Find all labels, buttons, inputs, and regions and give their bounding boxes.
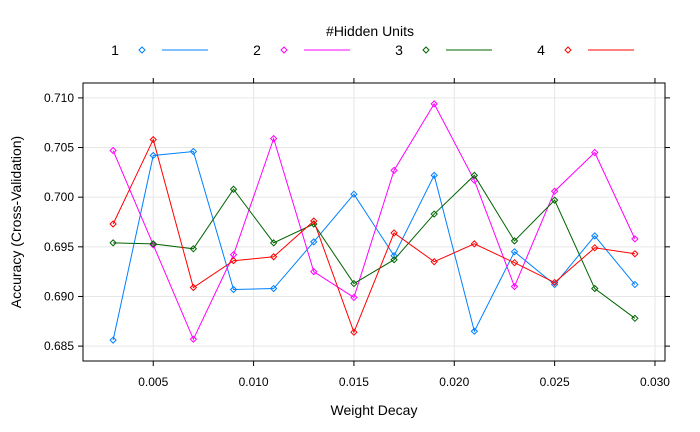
data-point	[269, 239, 278, 247]
data-point	[430, 258, 438, 266]
series-1	[109, 147, 639, 344]
data-point	[591, 244, 599, 252]
series-2	[109, 100, 639, 343]
series-line	[112, 150, 636, 341]
legend: #Hidden Units 1 2 3 4	[111, 23, 634, 58]
data-point	[470, 327, 479, 335]
data-point	[550, 196, 559, 204]
data-point	[631, 280, 639, 289]
data-point	[390, 229, 398, 237]
data-point	[149, 151, 157, 160]
data-point	[470, 171, 479, 180]
data-point	[550, 278, 559, 287]
data-point	[470, 240, 479, 248]
grid	[83, 83, 665, 361]
x-tick-label: 0.030	[640, 375, 670, 389]
x-tick-label: 0.020	[439, 375, 469, 389]
x-axis-title: Weight Decay	[331, 402, 418, 418]
y-axis-title: Accuracy (Cross-Validation)	[8, 136, 24, 308]
data-point	[189, 147, 198, 156]
data-point	[430, 210, 438, 218]
y-tick-label: 0.710	[44, 91, 74, 105]
y-tick-label: 0.685	[44, 339, 74, 353]
x-tick-label: 0.010	[239, 375, 269, 389]
data-point	[310, 238, 318, 246]
data-point	[350, 293, 358, 302]
series-line	[112, 138, 635, 334]
series-line	[113, 174, 636, 319]
data-point	[591, 232, 599, 240]
x-tick-label: 0.025	[540, 375, 570, 389]
x-tick-label: 0.015	[339, 375, 369, 389]
data-point	[631, 235, 639, 243]
plot-border	[82, 82, 666, 362]
y-tick-label: 0.695	[44, 240, 74, 254]
data-point	[269, 134, 278, 143]
data-point	[149, 240, 157, 248]
data-point	[430, 171, 438, 180]
legend-marker	[138, 46, 146, 54]
legend-item: 4	[537, 42, 634, 58]
y-tick-label: 0.705	[44, 141, 74, 155]
data-point	[510, 282, 519, 291]
data-point	[350, 190, 358, 198]
series-3	[109, 171, 639, 323]
data-point	[510, 248, 519, 256]
data-point	[229, 185, 238, 193]
series-4	[109, 135, 639, 336]
data-point	[591, 148, 599, 157]
data-point	[109, 239, 117, 247]
data-point	[430, 100, 438, 108]
data-point	[310, 267, 318, 276]
data-point	[591, 284, 599, 293]
legend-label: 2	[253, 42, 261, 58]
data-point	[550, 187, 559, 195]
data-point	[631, 314, 639, 323]
data-point	[390, 256, 398, 264]
axes: 0.005 0.010 0.015 0.020 0.025 0.030 0.685 0.690…	[44, 78, 670, 389]
data-point	[229, 285, 238, 294]
data-point	[350, 279, 358, 288]
legend-label: 3	[395, 42, 403, 58]
series-layer	[109, 100, 639, 344]
data-point	[189, 335, 198, 343]
data-point	[390, 166, 398, 175]
data-point	[350, 328, 358, 336]
data-point	[229, 257, 238, 265]
data-point	[109, 336, 117, 344]
x-tick-label: 0.005	[138, 375, 168, 389]
data-point	[510, 237, 519, 245]
legend-marker	[280, 46, 288, 54]
legend-title: #Hidden Units	[326, 23, 414, 39]
data-point	[510, 259, 519, 267]
data-point	[109, 220, 117, 228]
legend-label: 1	[111, 42, 119, 58]
legend-marker	[564, 46, 572, 54]
legend-item: 3	[395, 42, 492, 58]
data-point	[149, 135, 157, 144]
legend-item: 2	[253, 42, 350, 58]
data-point	[269, 284, 278, 293]
data-point	[390, 252, 398, 260]
data-point	[631, 250, 639, 258]
data-point	[109, 146, 117, 155]
series-line	[112, 102, 636, 341]
y-tick-label: 0.690	[44, 289, 74, 303]
y-tick-label: 0.700	[44, 190, 74, 204]
data-point	[189, 245, 198, 253]
data-point	[189, 283, 198, 292]
legend-item: 1	[111, 42, 208, 58]
legend-marker	[422, 46, 430, 54]
data-point	[269, 253, 278, 261]
data-point	[310, 217, 318, 225]
legend-label: 4	[537, 42, 545, 58]
